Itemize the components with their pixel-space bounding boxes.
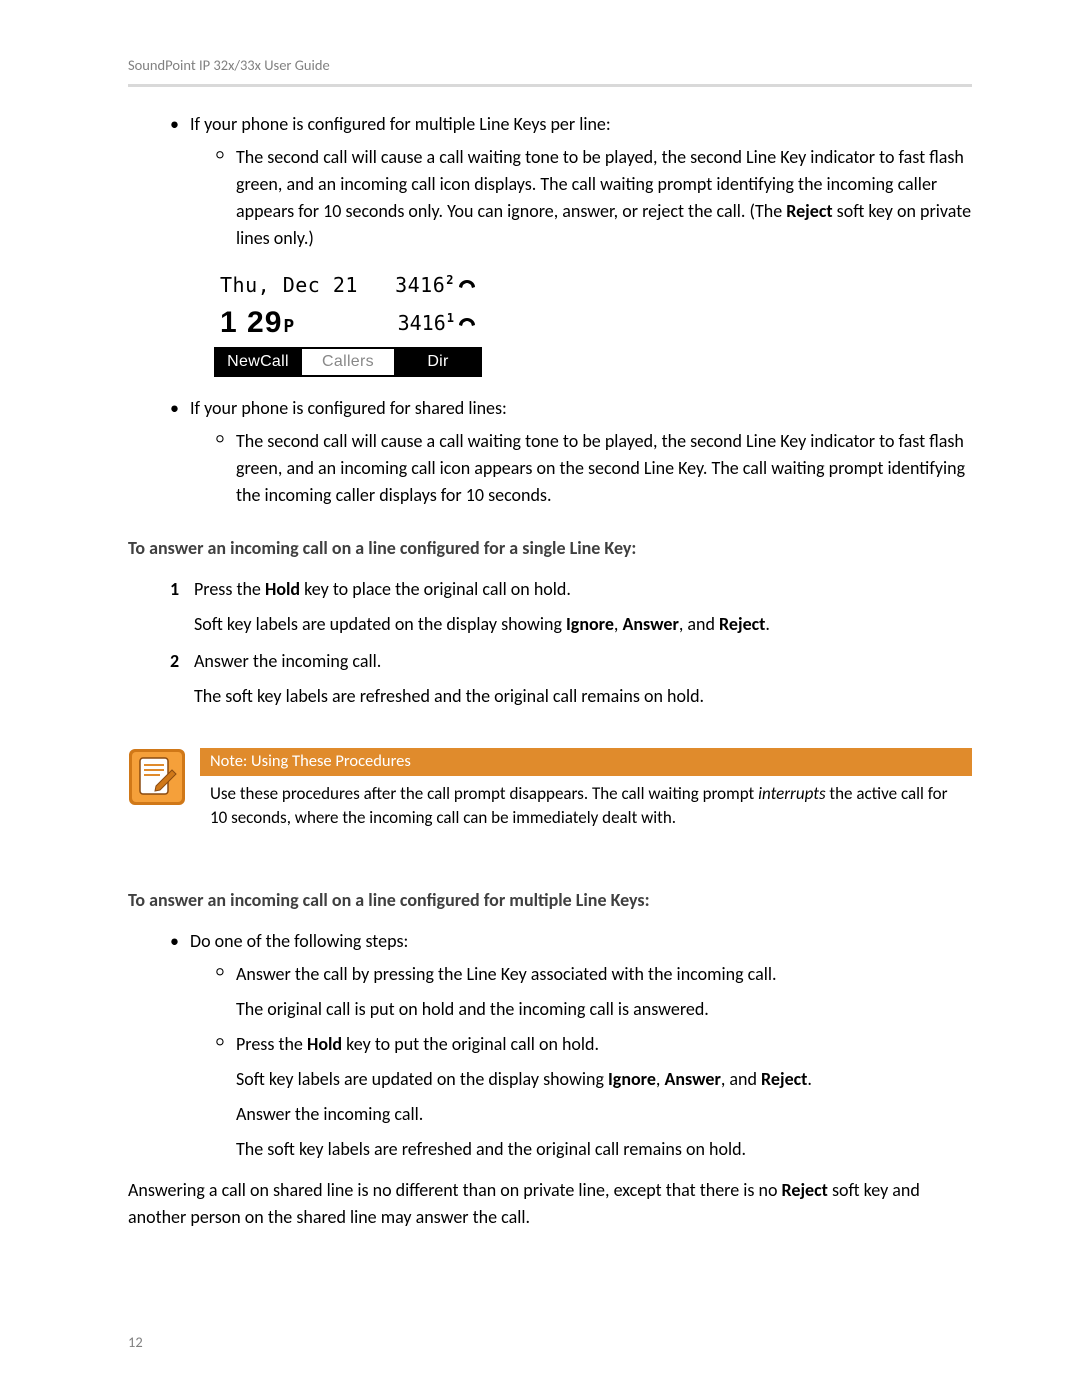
phone-icon	[458, 278, 476, 292]
bullet-do-one-of: Do one of the following steps: Answer th…	[172, 928, 972, 1163]
text: key to place the original call on hold.	[300, 578, 571, 600]
sub-bullet: The second call will cause a call waitin…	[218, 428, 972, 509]
page-number: 12	[128, 1333, 143, 1351]
text: Press the	[236, 1033, 307, 1055]
softkey-callers: Callers	[304, 349, 394, 375]
sub-bullet: Answer the call by pressing the Line Key…	[218, 961, 972, 1023]
phone-icon	[458, 316, 476, 330]
text-italic: interrupts	[758, 783, 825, 804]
softkey-dir: Dir	[394, 349, 482, 375]
text: If your phone is configured for shared l…	[190, 397, 507, 419]
bullet-shared-lines: If your phone is configured for shared l…	[172, 395, 972, 509]
heading-multiple-line-keys: To answer an incoming call on a line con…	[128, 887, 972, 914]
note-title: Note: Using These Procedures	[200, 748, 972, 776]
text: , and	[721, 1068, 761, 1090]
text: Use these procedures after the call prom…	[210, 783, 758, 804]
text-bold: Ignore	[566, 613, 614, 635]
lcd-ext-1: 3416	[395, 273, 445, 297]
text: Soft key labels are updated on the displ…	[194, 613, 566, 635]
text: Soft key labels are updated on the displ…	[236, 1068, 608, 1090]
lcd-ext-1-sup: 2	[446, 273, 454, 287]
text: The second call will cause a call waitin…	[236, 430, 965, 506]
text: , and	[679, 613, 719, 635]
step-2: Answer the incoming call. The soft key l…	[172, 648, 972, 710]
text: Answering a call on shared line is no di…	[128, 1179, 782, 1201]
text: Press the	[194, 578, 265, 600]
text-bold: Reject	[786, 200, 832, 222]
text: Do one of the following steps:	[190, 930, 408, 952]
note-box: Note: Using These Procedures Use these p…	[128, 748, 972, 831]
text: Answer the incoming call.	[236, 1103, 423, 1125]
text-bold: Ignore	[608, 1068, 656, 1090]
lcd-ext-2: 3416	[398, 311, 446, 335]
text-bold: Reject	[782, 1179, 828, 1201]
running-header: SoundPoint IP 32x/33x User Guide	[128, 56, 972, 74]
sub-bullet: Press the Hold key to put the original c…	[218, 1031, 972, 1163]
text-bold: Answer	[664, 1068, 720, 1090]
text: Answer the incoming call.	[194, 650, 381, 672]
softkey-newcall: NewCall	[214, 349, 304, 375]
lcd-time: 1 29	[220, 300, 282, 345]
text: .	[807, 1068, 812, 1090]
text-bold: Reject	[719, 613, 765, 635]
text-bold: Reject	[761, 1068, 807, 1090]
phone-lcd-screenshot: Thu, Dec 21 34162 1 29 P 34161	[214, 268, 972, 377]
text: key to put the original call on hold.	[342, 1033, 599, 1055]
step-1: Press the Hold key to place the original…	[172, 576, 972, 638]
text: Answer the call by pressing the Line Key…	[236, 963, 777, 985]
note-icon	[128, 748, 186, 806]
text: If your phone is configured for multiple…	[190, 113, 611, 135]
heading-single-line-key: To answer an incoming call on a line con…	[128, 535, 972, 562]
sub-bullet: The second call will cause a call waitin…	[218, 144, 972, 252]
text: .	[765, 613, 770, 635]
lcd-ext-2-sup: 1	[447, 311, 454, 325]
text-bold: Answer	[622, 613, 678, 635]
text-bold: Hold	[307, 1033, 342, 1055]
text: The original call is put on hold and the…	[236, 998, 709, 1020]
lcd-softkey-row: NewCall Callers Dir	[214, 347, 482, 377]
lcd-ampm: P	[283, 313, 294, 340]
text: The soft key labels are refreshed and th…	[194, 685, 704, 707]
lcd-date: Thu, Dec 21	[220, 270, 358, 300]
text: The soft key labels are refreshed and th…	[236, 1138, 746, 1160]
header-rule	[128, 84, 972, 87]
bullet-multiple-line-keys: If your phone is configured for multiple…	[172, 111, 972, 252]
text-bold: Hold	[265, 578, 300, 600]
